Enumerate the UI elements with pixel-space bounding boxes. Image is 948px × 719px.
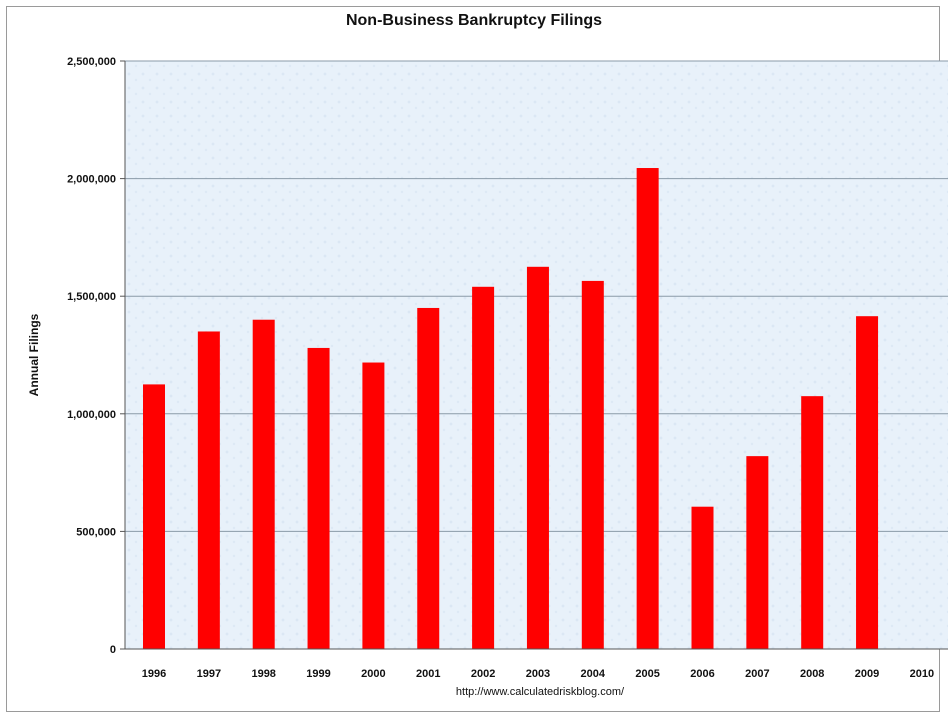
bars [143,168,879,650]
bar-1999 [307,347,330,649]
x-tick-label: 2003 [526,668,550,680]
bar-2004 [581,280,604,649]
bar-1997 [197,331,220,649]
x-tick-label: 2005 [635,668,659,680]
bar-2009 [856,316,879,649]
x-tick-label: 2010 [910,668,934,680]
y-tick-label: 1,000,000 [67,409,116,421]
x-tick-label: 2008 [800,668,824,680]
y-axis-label: Annual Filings [27,313,41,396]
y-tick-label: 2,000,000 [67,174,116,186]
x-tick-label: 1996 [142,668,166,680]
bar-2002 [472,286,495,649]
bar-2003 [526,266,549,649]
y-tick-label: 500,000 [76,526,116,538]
x-tick-label: 2009 [855,668,879,680]
bar-2008 [801,396,824,649]
y-tick-labels: 0 500,000 1,000,000 1,500,000 2,000,000 2,500… [67,56,125,656]
bar-1996 [143,384,165,649]
y-tick-label: 1,500,000 [67,291,116,303]
x-tick-label: 2001 [416,668,440,680]
x-tick-label: 2004 [581,668,606,680]
bar-2000 [362,362,385,649]
x-tick-label: 1998 [251,668,275,680]
bar-2007 [746,456,769,649]
x-tick-label: 2007 [745,668,769,680]
bar-2006 [691,506,714,649]
x-tick-label: 1997 [197,668,221,680]
x-tick-label: 2000 [361,668,385,680]
y-tick-label: 0 [110,644,116,656]
bar-1998 [252,319,275,649]
chart-title: Non-Business Bankruptcy Filings [345,12,603,29]
source-url: http://www.calculatedriskblog.com/ [455,686,625,698]
bar-2005 [636,168,659,650]
x-tick-label: 2002 [471,668,495,680]
y-tick-label: 2,500,000 [67,56,116,68]
x-tick-labels: 1996 1997 1998 1999 2000 2001 2002 2003 2004 2005… [142,668,934,680]
x-tick-label: 2006 [690,668,714,680]
x-tick-label: 1999 [306,668,330,680]
bar-2001 [417,307,440,649]
